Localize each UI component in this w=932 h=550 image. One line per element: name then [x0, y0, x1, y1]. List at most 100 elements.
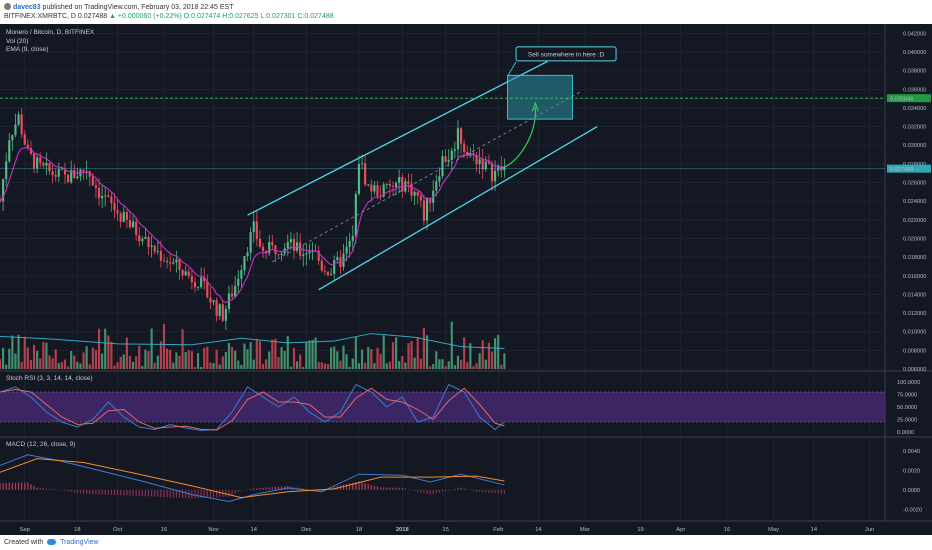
volume-bar — [48, 355, 51, 369]
macd-histogram-bar — [11, 482, 13, 490]
price-chart[interactable]: 0.042000 0.040000 0.038000 0.036000 0.034000… — [0, 24, 932, 535]
candle — [416, 190, 419, 205]
volume-bar — [360, 349, 364, 369]
candle — [135, 217, 138, 241]
candle-body — [289, 239, 292, 243]
volume-bar — [60, 362, 63, 369]
volume-bar — [295, 361, 299, 369]
y-tick-label: 0.014000 — [903, 292, 926, 298]
macd-histogram-bar — [138, 489, 140, 496]
candle-body — [407, 181, 410, 184]
volume-bar — [26, 347, 29, 369]
candle-body — [373, 185, 376, 192]
candle-body — [277, 253, 280, 255]
last-price-marker — [887, 164, 931, 173]
callout-box — [515, 46, 617, 62]
candle-body — [258, 238, 262, 247]
volume-bar — [113, 365, 116, 369]
candle-body — [169, 262, 172, 264]
volume-bar — [159, 341, 162, 369]
candle — [441, 150, 444, 179]
macd-histogram-bar — [30, 484, 32, 490]
candle — [196, 286, 200, 291]
candle-body — [206, 281, 209, 298]
candle-body — [237, 278, 240, 286]
volume-bar — [441, 359, 444, 369]
open-value: O:0.027474 — [183, 13, 221, 20]
candle — [388, 179, 391, 197]
volume-bar — [456, 355, 460, 369]
volume-bar — [104, 328, 107, 369]
candle-body — [354, 194, 357, 237]
macd-histogram-bar — [14, 482, 17, 490]
volume-bar — [162, 324, 166, 369]
volume-bar — [85, 346, 88, 369]
x-tick-label: Sep — [20, 527, 30, 533]
candle-body — [196, 287, 200, 288]
volume-bar — [308, 340, 311, 369]
candle-body — [101, 196, 104, 199]
macd-histogram-bar — [116, 489, 119, 496]
macd-histogram-bar — [426, 489, 428, 494]
volume-bar — [178, 355, 181, 369]
volume-bar — [11, 335, 14, 369]
candle — [20, 108, 23, 138]
macd-histogram-bar — [386, 487, 388, 490]
candle — [277, 253, 280, 257]
candle-body — [472, 153, 475, 155]
volume-bar — [459, 359, 463, 369]
candle-body — [286, 242, 289, 249]
volume-bar — [261, 364, 265, 369]
candle-body — [425, 198, 429, 221]
macd-histogram-bar — [27, 482, 29, 490]
volume-bar — [122, 354, 125, 369]
volume-bar — [125, 337, 128, 369]
candle-body — [57, 169, 60, 177]
tradingview-brand[interactable]: TradingView — [60, 539, 99, 546]
candle-body — [481, 159, 484, 170]
macd-histogram-bar — [132, 489, 134, 496]
candle — [128, 210, 132, 230]
macd-histogram-bar — [216, 489, 218, 498]
sell-zone-box — [507, 74, 573, 120]
volume-bar — [184, 352, 187, 369]
author-link[interactable]: davec83 — [12, 4, 41, 11]
volume-bar — [17, 334, 20, 369]
macd-histogram-bar — [268, 487, 270, 490]
volume-bar — [200, 367, 203, 369]
candle — [345, 236, 348, 262]
macd-histogram-bar — [274, 486, 277, 490]
macd-histogram-bar — [104, 489, 106, 495]
volume-bar — [314, 337, 317, 369]
candle — [60, 166, 63, 171]
volume-bar — [453, 365, 456, 369]
candle-body — [367, 184, 370, 186]
candle-body — [419, 195, 422, 201]
macd-histogram-bar — [0, 482, 1, 490]
macd-histogram-bar — [166, 489, 168, 498]
candle — [116, 199, 119, 221]
author-icon — [4, 3, 11, 10]
y-tick-label: 0.026000 — [903, 181, 926, 187]
candle — [172, 257, 175, 265]
macd-histogram-bar — [203, 489, 205, 498]
volume-bar — [444, 366, 447, 369]
volume-bar — [376, 347, 379, 369]
candle-body — [97, 188, 101, 199]
candle — [234, 276, 237, 298]
candle-body — [230, 293, 234, 297]
volume-bar — [401, 356, 404, 369]
volume-bar — [172, 362, 175, 369]
candle — [150, 235, 153, 258]
macd-histogram-bar — [482, 489, 484, 493]
candle-body — [119, 213, 122, 222]
x-tick-label: Jun — [865, 527, 874, 533]
volume-bar — [252, 359, 255, 369]
volume-bar — [336, 351, 339, 369]
macd-histogram-bar — [206, 489, 208, 498]
volume-bar — [29, 359, 33, 369]
macd-histogram-bar — [352, 482, 354, 490]
candle — [29, 140, 33, 156]
volume-bars — [0, 321, 506, 369]
volume-bar — [373, 363, 376, 369]
